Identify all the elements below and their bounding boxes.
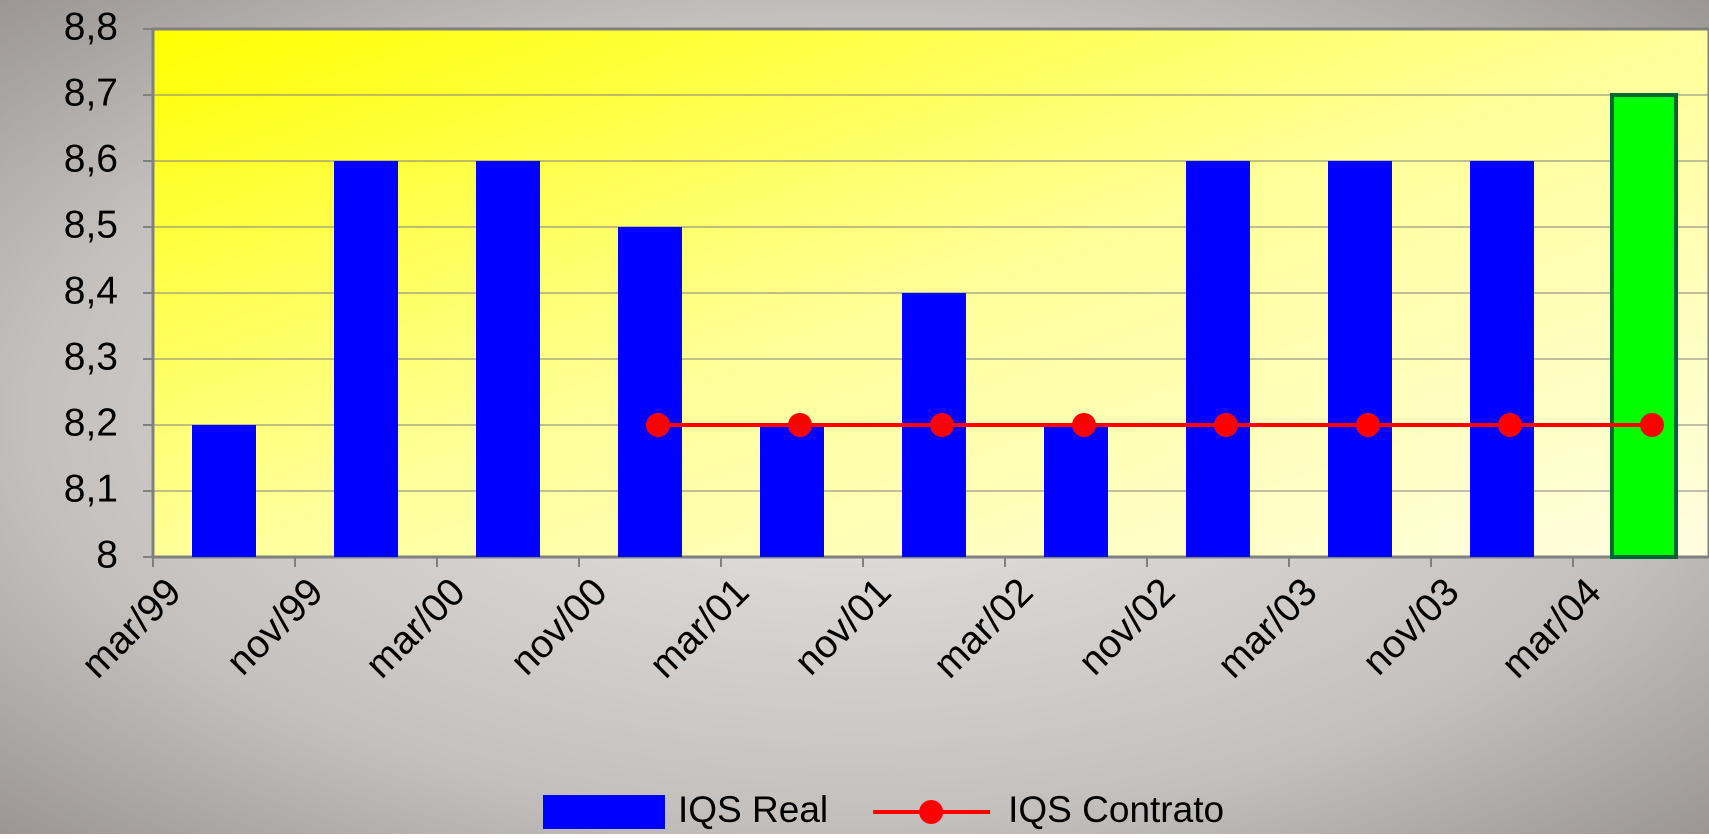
- bar: [1044, 425, 1108, 557]
- point: [1498, 413, 1522, 437]
- bar: [476, 161, 540, 557]
- legend-label: IQS Contrato: [1008, 789, 1224, 830]
- bar: [618, 227, 682, 557]
- bar: [1328, 161, 1392, 557]
- point: [646, 413, 670, 437]
- y-tick-label: 8,8: [64, 5, 118, 48]
- y-tick-label: 8: [96, 533, 118, 576]
- y-tick-label: 8,6: [64, 137, 118, 180]
- bar: [760, 425, 824, 557]
- y-tick-label: 8,7: [64, 71, 118, 114]
- bar: [1186, 161, 1250, 557]
- bar: [1470, 161, 1534, 557]
- chart: 88,18,28,38,48,58,68,78,8mar/99nov/99mar…: [0, 0, 1709, 834]
- point: [1356, 413, 1380, 437]
- legend-swatch: [919, 800, 943, 824]
- point: [930, 413, 954, 437]
- legend-swatch: [543, 795, 665, 829]
- y-tick-label: 8,5: [64, 203, 118, 246]
- y-tick-label: 8,4: [64, 269, 118, 312]
- point: [1072, 413, 1096, 437]
- y-tick-label: 8,3: [64, 335, 118, 378]
- point: [1640, 413, 1664, 437]
- bar: [334, 161, 398, 557]
- y-tick-label: 8,2: [64, 401, 118, 444]
- point: [788, 413, 812, 437]
- point: [1214, 413, 1238, 437]
- y-tick-label: 8,1: [64, 467, 118, 510]
- bar: [192, 425, 256, 557]
- bar: [1612, 95, 1676, 557]
- legend-label: IQS Real: [678, 789, 828, 830]
